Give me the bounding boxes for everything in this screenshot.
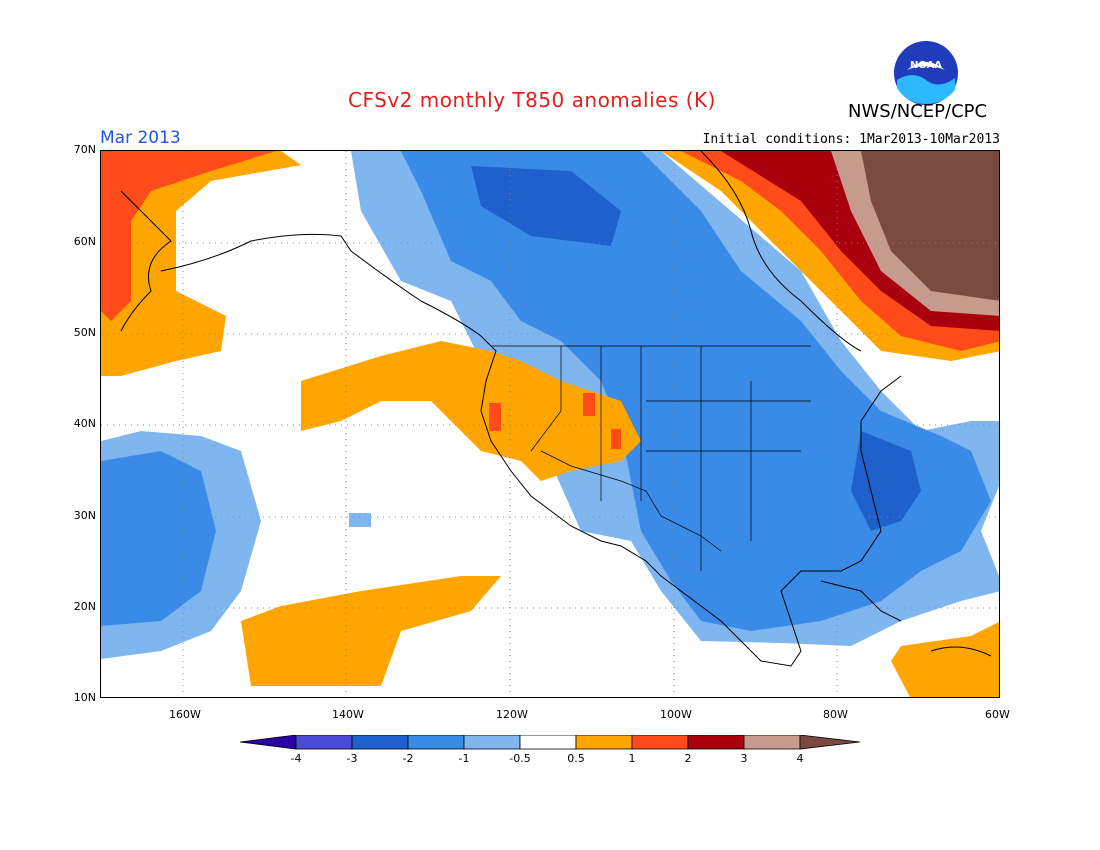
warm-anomaly-tropical-pacific bbox=[241, 576, 501, 686]
colorbar-segment bbox=[463, 735, 521, 750]
lon-label: 120W bbox=[496, 708, 528, 721]
lat-label: 60N bbox=[73, 235, 96, 248]
colorbar-label: -4 bbox=[290, 752, 302, 765]
colorbar-label: 4 bbox=[796, 752, 804, 765]
chart-title: CFSv2 monthly T850 anomalies (K) bbox=[348, 88, 716, 112]
lat-label: 30N bbox=[73, 509, 96, 522]
initial-conditions-label: Initial conditions: 1Mar2013-10Mar2013 bbox=[702, 132, 1000, 147]
colorbar-label: 2 bbox=[684, 752, 692, 765]
colorbar-segment bbox=[799, 735, 861, 750]
colorbar-label: 0.5 bbox=[567, 752, 585, 765]
noaa-logo: NOAA bbox=[894, 41, 958, 105]
lat-label: 10N bbox=[73, 691, 96, 704]
borders bbox=[491, 345, 811, 571]
hot-spot-3 bbox=[611, 429, 621, 449]
colorbar-segment bbox=[295, 735, 353, 750]
colorbar-label: 1 bbox=[628, 752, 636, 765]
warm-anomaly-west-us bbox=[301, 341, 641, 481]
extreme-anomaly-brown bbox=[861, 151, 999, 301]
hot-spot-1 bbox=[489, 403, 501, 431]
colorbar-segment bbox=[407, 735, 465, 750]
gridlines bbox=[101, 151, 999, 697]
colorbar-label: -1 bbox=[458, 752, 470, 765]
colorbar-segment bbox=[351, 735, 409, 750]
coastlines bbox=[120, 151, 992, 667]
colorbar-label: -2 bbox=[402, 752, 414, 765]
colorbar-segment bbox=[687, 735, 745, 750]
lat-label: 70N bbox=[73, 143, 96, 156]
lat-label: 40N bbox=[73, 417, 96, 430]
anomaly-field bbox=[101, 151, 999, 697]
lon-label: 80W bbox=[823, 708, 848, 721]
colorbar-segment bbox=[575, 735, 633, 750]
hot-anomaly-siberia bbox=[101, 151, 276, 321]
lon-label: 100W bbox=[660, 708, 692, 721]
colorbar-segment bbox=[743, 735, 801, 750]
cold-anomaly-mid bbox=[401, 151, 991, 631]
warm-anomaly-caribbean bbox=[891, 622, 999, 697]
cold-patch bbox=[349, 513, 371, 527]
logo-text: NOAA bbox=[910, 60, 942, 71]
lon-label: 160W bbox=[169, 708, 201, 721]
colorbar-segment bbox=[240, 735, 297, 750]
cold-anomaly-core-north bbox=[471, 166, 621, 246]
anomaly-map bbox=[100, 150, 1000, 698]
hot-spot-2 bbox=[583, 393, 595, 416]
lat-label: 20N bbox=[73, 600, 96, 613]
cold-anomaly-core-east bbox=[851, 431, 921, 531]
colorbar-segment bbox=[631, 735, 689, 750]
warm-anomaly-nw bbox=[101, 151, 301, 376]
org-label: NWS/NCEP/CPC bbox=[848, 101, 988, 122]
lat-label: 50N bbox=[73, 326, 96, 339]
colorbar-segment bbox=[519, 735, 577, 750]
cold-anomaly-ne-pacific-core bbox=[101, 451, 216, 626]
colorbar-label: -3 bbox=[346, 752, 358, 765]
colorbar bbox=[240, 735, 861, 750]
month-label: Mar 2013 bbox=[100, 128, 181, 148]
colorbar-label: 3 bbox=[740, 752, 748, 765]
lon-label: 60W bbox=[985, 708, 1010, 721]
colorbar-label: -0.5 bbox=[509, 752, 531, 765]
lon-label: 140W bbox=[332, 708, 364, 721]
